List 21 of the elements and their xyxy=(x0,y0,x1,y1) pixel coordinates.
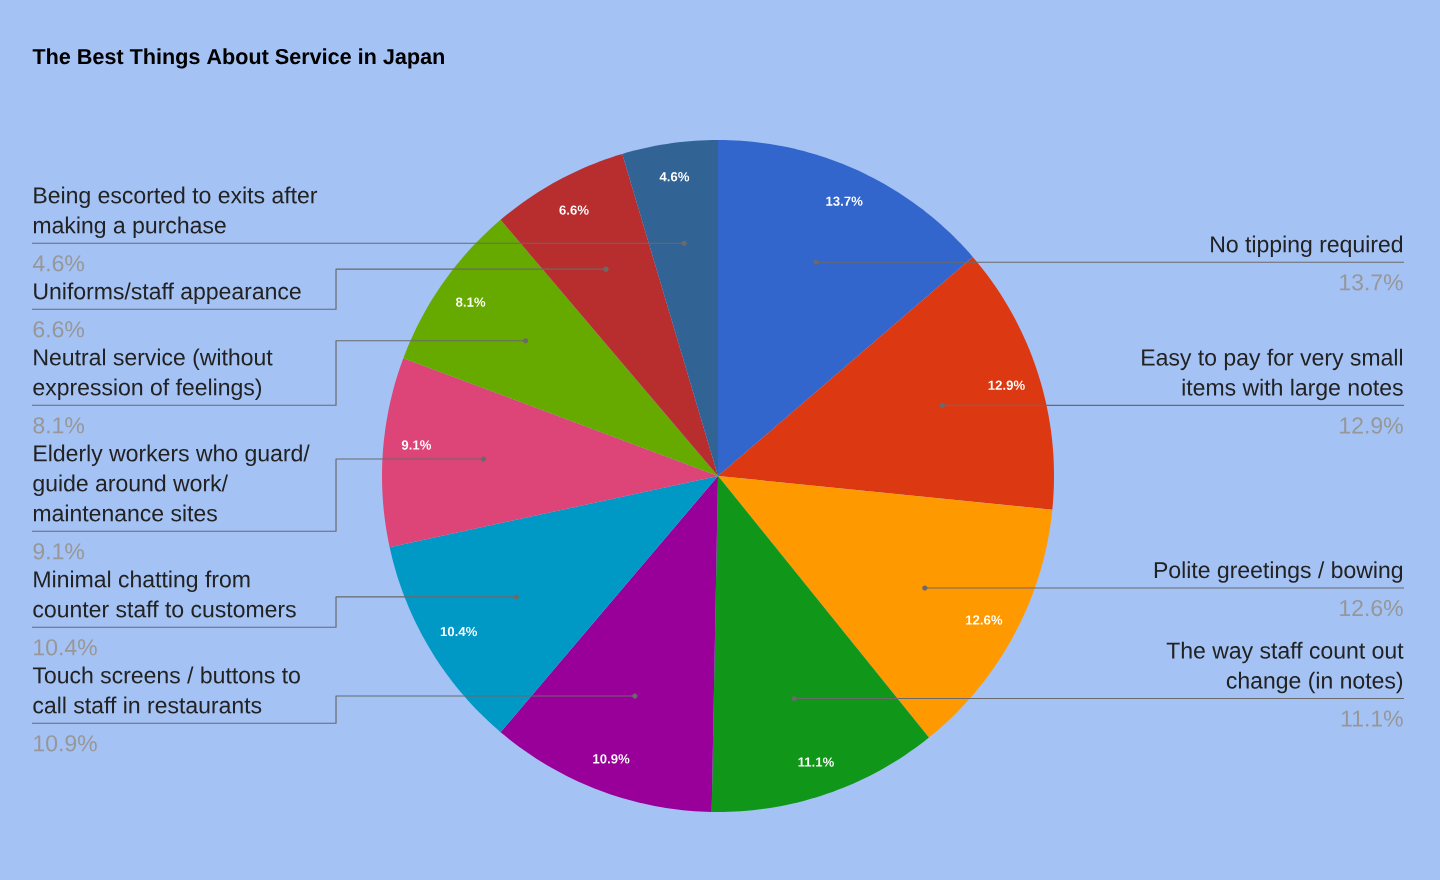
data-label: 8.1% xyxy=(33,417,85,434)
slice-label: Neutral service (without expression of feelings) xyxy=(33,348,273,401)
slice-label: Minimal chatting from counter staff to customers xyxy=(33,570,296,618)
data-label: 12.6% xyxy=(1340,599,1403,617)
chart-title: The Best Things About Service in Japan xyxy=(32,48,444,69)
data-label: 10.4% xyxy=(34,639,97,656)
data-label: 12.9% xyxy=(1340,417,1403,434)
data-label: 10.9% xyxy=(34,735,97,752)
data-label: 6.6% xyxy=(33,321,85,338)
slice-label: Easy to pay for very small items with large notes xyxy=(1142,348,1403,401)
data-label: 9.1% xyxy=(33,543,85,560)
data-label: 11.1% xyxy=(1341,710,1403,727)
data-label: 13.7% xyxy=(1340,274,1403,291)
slice-label: Polite greetings / bowing xyxy=(1154,561,1403,583)
data-label: 4.6% xyxy=(32,255,85,272)
slice-label: Elderly workers who guard/ guide around work/ maintenance sites xyxy=(33,444,310,522)
slice-label: No tipping required xyxy=(1211,235,1403,258)
slice-label: Touch screens / buttons to call staff in restaurants xyxy=(32,666,300,714)
slice-label: The way staff count out change (in notes) xyxy=(1166,641,1404,694)
slice-label: Uniforms/staff appearance xyxy=(34,282,301,305)
slice-label: Being escorted to exits after making a purchase xyxy=(33,186,318,239)
